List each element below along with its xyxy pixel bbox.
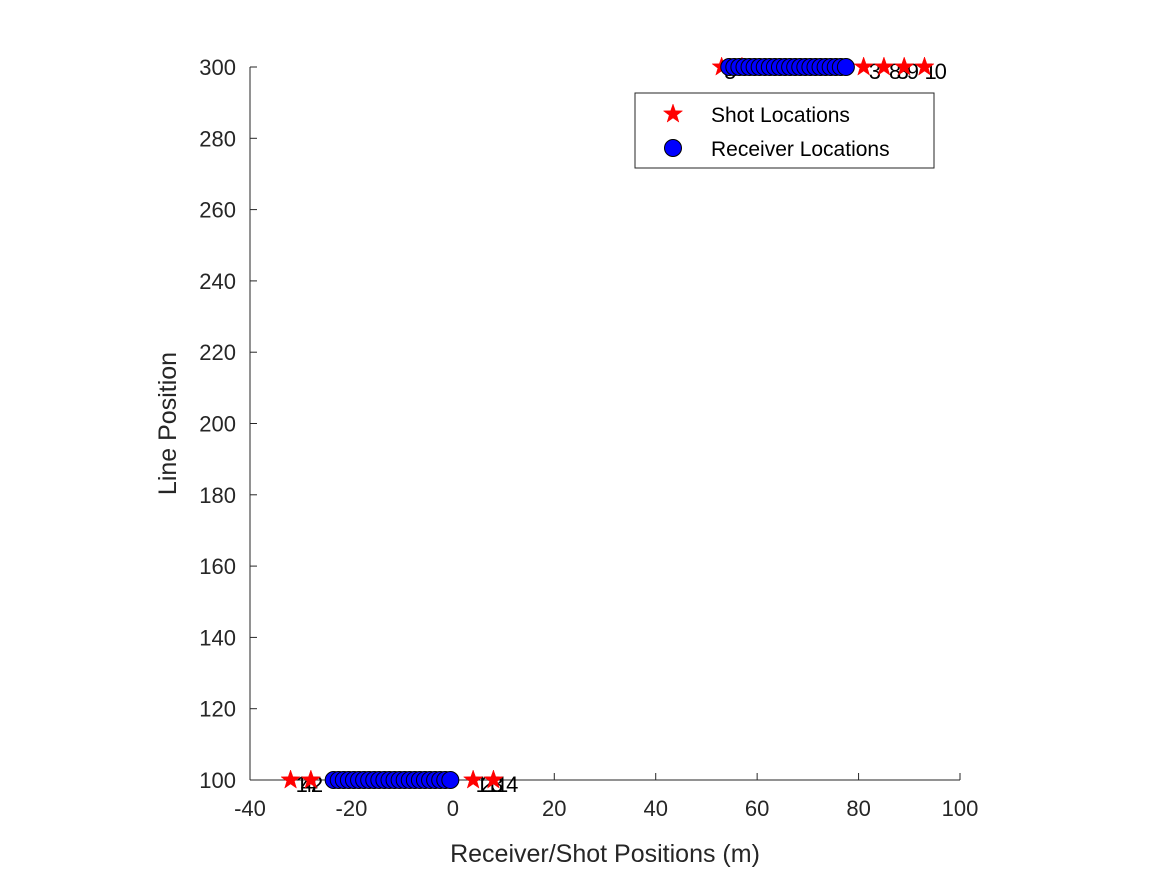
legend-star-icon: [662, 103, 684, 123]
point-annotations: 14421213145383910: [296, 59, 947, 797]
x-tick-label: 0: [447, 796, 459, 821]
y-tick-label: 100: [199, 768, 236, 793]
y-tick-label: 280: [199, 126, 236, 151]
legend-box: [634, 92, 935, 169]
shot-marker: [873, 56, 895, 76]
legend-marker-star: [662, 103, 684, 123]
y-tick-label: 180: [199, 483, 236, 508]
x-tick-label: 80: [846, 796, 870, 821]
y-tick-label: 200: [199, 412, 236, 437]
plot-marks: [280, 56, 935, 789]
x-tick-label: 20: [542, 796, 566, 821]
y-tick-label: 260: [199, 198, 236, 223]
shot-marker: [462, 769, 484, 789]
y-tick-label: 160: [199, 554, 236, 579]
x-axis-title: Receiver/Shot Positions (m): [450, 840, 760, 868]
x-tick-label: 100: [942, 796, 979, 821]
legend-label-receiver-locations: Receiver Locations: [711, 138, 890, 161]
point-label: 4: [506, 772, 518, 797]
y-tick-label: 240: [199, 269, 236, 294]
x-tick-label: -40: [234, 796, 266, 821]
legend-circle-icon: [664, 139, 682, 157]
shot-marker: [853, 56, 874, 76]
legend-entry-receiver-locations: Receiver Locations: [664, 138, 890, 161]
legend-entry-shot-locations: Shot Locations: [662, 103, 850, 127]
y-tick-label: 220: [199, 340, 236, 365]
shot-marker: [914, 56, 935, 76]
point-label: 0: [935, 59, 947, 84]
x-tick-label: 60: [745, 796, 769, 821]
y-tick-label: 120: [199, 697, 236, 722]
y-tick-label: 140: [199, 625, 236, 650]
legend: Shot Locations Receiver Locations: [634, 92, 935, 169]
y-tick-label: 300: [199, 55, 236, 80]
legend-label-shot-locations: Shot Locations: [711, 104, 850, 127]
y-axis-title: Line Position: [154, 352, 182, 495]
receiver-marker: [836, 58, 855, 76]
x-tick-label: -20: [336, 796, 368, 821]
x-tick-label: 40: [643, 796, 667, 821]
shot-marker: [483, 769, 504, 789]
shot-marker: [280, 769, 301, 789]
receiver-marker: [441, 771, 460, 789]
shot-marker: [893, 56, 915, 76]
axes: -40 -20 0 20 40 60 80 1001001201401601802002202…: [199, 55, 978, 821]
legend-marker-circle: [664, 139, 682, 157]
shot-marker: [300, 769, 322, 789]
